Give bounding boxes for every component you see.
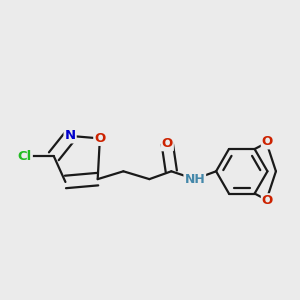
Text: O: O	[162, 137, 173, 150]
Text: N: N	[64, 129, 76, 142]
Text: O: O	[94, 132, 106, 145]
Text: NH: NH	[184, 172, 205, 186]
Text: O: O	[262, 194, 273, 207]
Text: O: O	[262, 135, 273, 148]
Text: Cl: Cl	[18, 150, 32, 163]
